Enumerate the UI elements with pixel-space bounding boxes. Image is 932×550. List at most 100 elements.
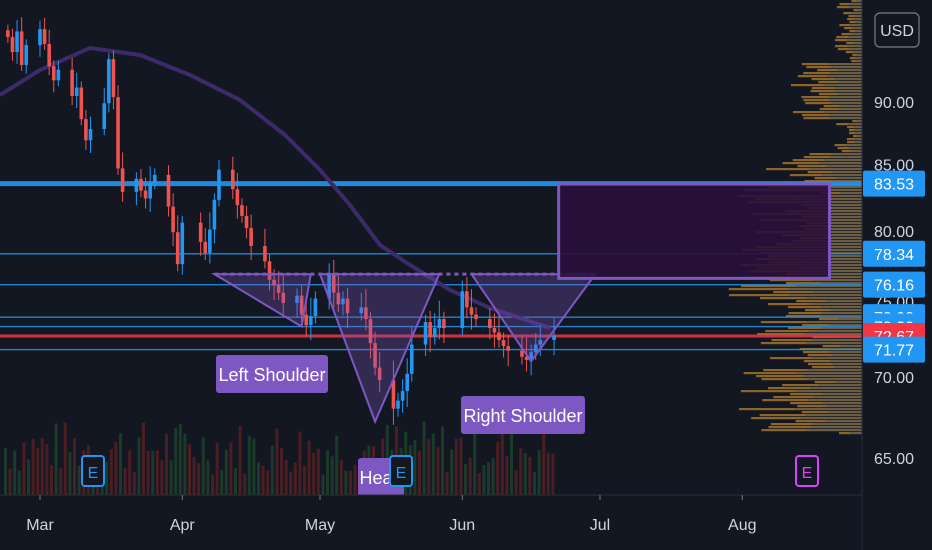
- volume-profile-bar-overlay: [838, 108, 862, 111]
- volume-bar: [54, 423, 58, 495]
- volume-profile-bar: [760, 342, 862, 345]
- volume-profile-bar-overlay: [831, 207, 862, 210]
- volume-profile-bar: [835, 45, 862, 48]
- volume-profile-bar-overlay: [813, 291, 862, 294]
- price-tick-label: 80.00: [874, 224, 914, 241]
- candle-body: [139, 178, 143, 191]
- volume-profile-bar: [759, 297, 862, 300]
- volume-bar: [482, 464, 486, 495]
- volume-profile-bar: [849, 57, 862, 60]
- volume-profile-bar: [788, 306, 862, 309]
- volume-profile-bar: [770, 423, 862, 426]
- volume-profile-bar-overlay: [834, 87, 862, 90]
- candle-body: [529, 352, 533, 360]
- candle-body: [212, 199, 217, 230]
- volume-profile-bar: [790, 393, 862, 396]
- volume-profile-bar-overlay: [829, 72, 862, 75]
- volume-profile-bar: [786, 282, 862, 285]
- volume-profile-bar-overlay: [811, 279, 862, 282]
- volume-profile-bar: [782, 162, 862, 165]
- volume-bar: [275, 428, 279, 495]
- candle-body: [198, 222, 203, 242]
- volume-profile-bar: [814, 381, 862, 384]
- volume-profile-bar-overlay: [830, 228, 862, 231]
- volume-bar: [123, 467, 127, 495]
- volume-profile-bar-overlay: [849, 432, 862, 435]
- volume-profile-bar: [839, 3, 862, 6]
- volume-profile-bar: [739, 408, 862, 411]
- volume-profile-bar-overlay: [853, 51, 862, 54]
- volume-bar: [413, 440, 417, 495]
- volume-profile-bar: [849, 132, 862, 135]
- pattern-triangle: [210, 273, 312, 329]
- volume-profile-bar-overlay: [850, 150, 862, 153]
- volume-profile-bar: [836, 123, 862, 126]
- candle-body: [180, 222, 185, 265]
- volume-profile-bar: [839, 24, 862, 27]
- moving-average: [0, 45, 551, 330]
- volume-profile-bar-overlay: [795, 285, 862, 288]
- volume-bar: [459, 437, 463, 495]
- volume-profile-bar: [844, 27, 862, 30]
- volume-profile-bar: [790, 84, 862, 87]
- earnings-marker-text: E: [396, 465, 407, 482]
- month-label: Jul: [590, 517, 610, 534]
- volume-bar: [257, 462, 260, 495]
- volume-profile-bar: [759, 414, 862, 417]
- volume-profile-bar-overlay: [806, 429, 862, 432]
- candle-body: [364, 307, 368, 320]
- volume-profile-bar-overlay: [833, 90, 862, 93]
- price-label-box: [863, 170, 925, 197]
- volume-bar: [40, 438, 44, 495]
- candle-body: [336, 292, 341, 305]
- volume-bar: [312, 452, 316, 495]
- volume-profile-bar-overlay: [825, 420, 862, 423]
- volume-profile-bar-overlay: [835, 177, 862, 180]
- volume-profile-bar-overlay: [827, 225, 862, 228]
- volume-profile-bar: [761, 378, 862, 381]
- volume-profile-bar-overlay: [857, 9, 862, 12]
- earnings-marker-box: [389, 455, 413, 487]
- pattern-triangle: [318, 273, 441, 425]
- volume-bar: [4, 448, 7, 495]
- volume-bar: [151, 450, 155, 495]
- earnings-marker-box: [81, 455, 105, 487]
- volume-profile-bar-overlay: [815, 243, 862, 246]
- currency-button[interactable]: USD: [874, 12, 920, 48]
- candle-body: [208, 229, 212, 253]
- volume-profile-bar-overlay: [856, 54, 862, 57]
- volume-profile-bar-overlay: [822, 84, 862, 87]
- price-label-box: [863, 336, 925, 363]
- volume-profile-bar-overlay: [847, 36, 862, 39]
- moving-average-line: [0, 45, 551, 330]
- volume-bar: [247, 436, 251, 495]
- candle-body: [267, 261, 272, 280]
- volume-bar: [220, 470, 224, 495]
- volume-bar: [353, 464, 357, 495]
- volume-bar: [142, 422, 145, 495]
- volume-profile-bar: [769, 357, 862, 360]
- volume-profile-bar-overlay: [832, 363, 862, 366]
- volume-profile-bar-overlay: [795, 390, 862, 393]
- volume-profile-bar: [757, 333, 862, 336]
- volume-profile-bar-overlay: [829, 99, 862, 102]
- volume-profile-bar-overlay: [805, 297, 862, 300]
- volume-bar: [13, 450, 17, 495]
- volume-bar: [215, 442, 219, 495]
- candle-body: [299, 295, 304, 315]
- volume-bar: [293, 462, 297, 495]
- volume-profile-bar-overlay: [828, 63, 862, 66]
- candle-body: [428, 322, 432, 338]
- volume-profile-bar: [823, 105, 862, 108]
- currency-button-border: [874, 12, 920, 48]
- candle-body: [116, 97, 120, 169]
- candle-body: [442, 319, 446, 329]
- price-label-box: [863, 271, 925, 298]
- volume-profile-bar-overlay: [811, 423, 862, 426]
- price-tick-label: 70.00: [874, 370, 914, 387]
- volume-profile-bar-overlay: [828, 96, 862, 99]
- volume-profile-bar-overlay: [806, 321, 862, 324]
- volume-profile-bar-overlay: [826, 405, 862, 408]
- volume-profile-bar: [771, 339, 862, 342]
